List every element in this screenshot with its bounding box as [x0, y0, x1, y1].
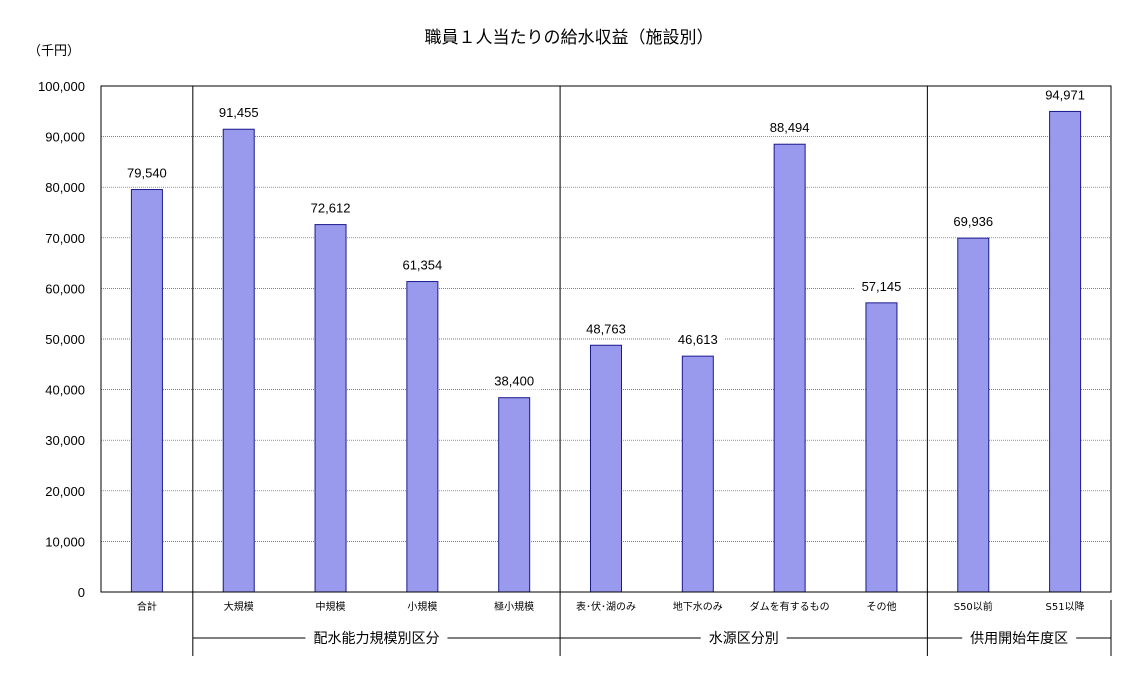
x-tick-label: S50以前: [954, 600, 993, 613]
y-tick-label: 80,000: [45, 180, 85, 195]
bar: [314, 224, 347, 593]
data-label: 69,936: [953, 214, 993, 229]
x-tick-label: ダムを有するもの: [750, 600, 830, 613]
x-tick-label: その他: [866, 600, 896, 613]
x-tick-label: 表･伏･湖のみ: [576, 600, 636, 613]
data-label: 91,455: [219, 105, 259, 120]
data-label-background: [120, 163, 174, 182]
data-label-background: [211, 103, 266, 122]
y-tick-label: 50,000: [45, 332, 85, 347]
bar: [865, 302, 898, 593]
bar: [406, 281, 439, 593]
bars: [130, 110, 1082, 593]
data-labels: 79,540 91,455 72,612 61,354 38,400 48,763 46,6…: [120, 85, 1092, 390]
group-label: 供用開始年度区: [970, 631, 1068, 647]
y-tick-label: 100,000: [38, 79, 85, 94]
y-axis-unit-label: （千円）: [28, 44, 80, 59]
bar: [773, 143, 806, 593]
bar: [1049, 110, 1082, 593]
x-tick-label: 大規模: [224, 600, 254, 613]
y-tick-label: 20,000: [45, 484, 85, 499]
x-tick-label: 小規模: [407, 601, 437, 613]
x-axis-ticks: 合計 大規模 中規模 小規模 極小規模 表･伏･湖のみ 地下水のみ ダムを有するもの その他 S5…: [137, 600, 1085, 613]
group-label: 水源区分別: [709, 631, 779, 647]
bar: [590, 344, 622, 593]
y-tick-label: 0: [78, 585, 85, 600]
group-dividers: [192, 86, 1112, 656]
data-label: 88,494: [770, 120, 810, 135]
chart-title: 職員１人当たりの給水収益（施設別）: [425, 28, 714, 48]
bar: [957, 237, 990, 593]
y-tick-label: 70,000: [45, 231, 85, 246]
bar: [681, 355, 714, 593]
y-tick-label: 30,000: [45, 433, 85, 448]
x-tick-label: 極小規模: [494, 600, 534, 613]
bar: [498, 397, 531, 593]
data-label-background: [854, 276, 909, 295]
y-tick-label: 40,000: [45, 383, 85, 398]
x-tick-label: 地下水のみ: [673, 600, 723, 613]
data-label-background: [1038, 85, 1092, 104]
data-label: 72,612: [311, 201, 351, 216]
data-label: 57,145: [862, 279, 902, 294]
y-tick-label: 60,000: [45, 281, 85, 296]
data-label-background: [579, 319, 633, 338]
y-tick-label: 10,000: [45, 534, 85, 549]
data-label-background: [395, 255, 450, 274]
data-label-background: [762, 118, 817, 137]
x-tick-label: 合計: [137, 600, 157, 613]
plot-area-frame: [100, 85, 1112, 593]
data-label-background: [946, 212, 1001, 231]
x-tick-label: 中規模: [316, 600, 346, 613]
y-axis-ticks: 0 10,000 20,000 30,000 40,000 50,000 60,000 70,…: [38, 79, 85, 600]
data-label-background: [303, 198, 358, 217]
group-label: 配水能力規模別区分: [313, 631, 439, 647]
data-label-background: [670, 330, 725, 349]
group-labels: 配水能力規模別区分 水源区分別 供用開始年度区: [192, 631, 1111, 647]
data-label-background: [487, 371, 542, 390]
bar: [222, 128, 255, 593]
y-tick-label: 90,000: [45, 130, 85, 145]
data-label: 94,971: [1045, 87, 1085, 102]
x-tick-label: S51以降: [1046, 600, 1085, 613]
data-label: 46,613: [678, 332, 718, 347]
data-label: 61,354: [402, 258, 442, 273]
data-label: 38,400: [494, 374, 534, 389]
bar: [130, 189, 163, 593]
data-label: 79,540: [127, 166, 167, 181]
data-label: 48,763: [586, 321, 626, 336]
